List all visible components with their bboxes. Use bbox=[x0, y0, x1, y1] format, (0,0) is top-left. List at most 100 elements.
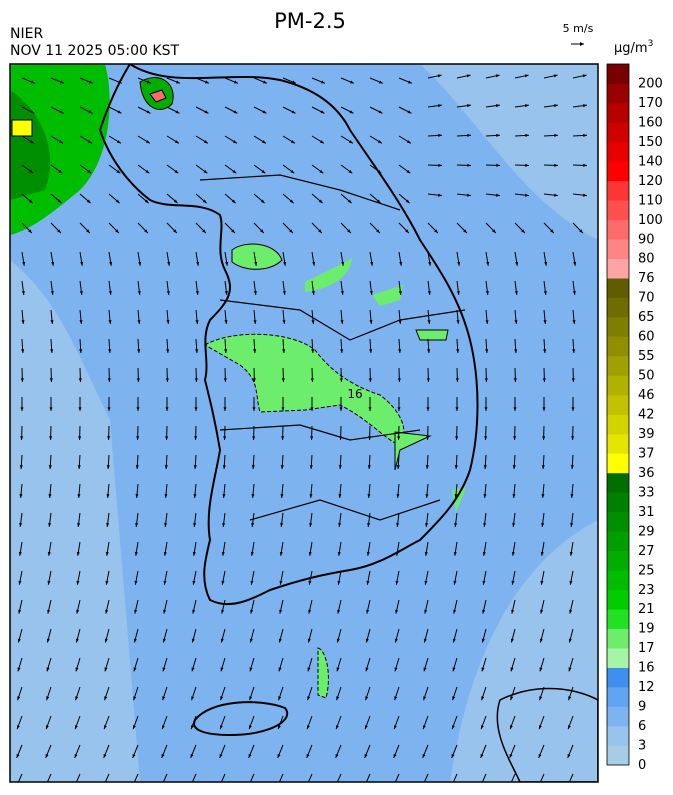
wind-arrowhead bbox=[339, 436, 343, 440]
wind-arrowhead bbox=[19, 465, 23, 469]
high-zone bbox=[394, 431, 432, 471]
wind-arrowhead bbox=[525, 193, 529, 197]
wind-arrowhead bbox=[219, 725, 223, 730]
wind-arrowhead bbox=[540, 609, 544, 614]
wind-arrowhead bbox=[115, 229, 119, 233]
wind-arrowhead bbox=[49, 436, 53, 440]
wind-arrowhead bbox=[232, 140, 237, 144]
wind-arrowhead bbox=[195, 291, 199, 295]
wind-arrowhead bbox=[281, 407, 285, 411]
wind-arrowhead bbox=[306, 725, 310, 730]
wind-arrowhead bbox=[231, 229, 235, 233]
wind-arrowhead bbox=[254, 261, 258, 266]
wind-arrowhead bbox=[253, 291, 257, 295]
wind-arrowhead bbox=[312, 261, 316, 266]
colorbar-swatch bbox=[607, 726, 629, 746]
wind-arrowhead bbox=[538, 725, 542, 730]
wind-arrowhead bbox=[539, 667, 543, 672]
wind-arrowhead bbox=[48, 465, 52, 469]
wind-arrowhead bbox=[79, 349, 83, 353]
wind-arrowhead bbox=[174, 140, 179, 144]
island bbox=[193, 701, 288, 737]
wind-arrowhead bbox=[394, 638, 398, 643]
wind-arrowhead bbox=[106, 523, 110, 527]
wind-arrowhead bbox=[74, 783, 77, 787]
wind-arrowhead bbox=[573, 261, 577, 266]
wind-arrowhead bbox=[542, 407, 546, 411]
wind-arrowhead bbox=[250, 609, 254, 614]
wind-arrowhead bbox=[572, 320, 576, 324]
wind-arrowhead bbox=[17, 696, 21, 701]
wind-arrowhead bbox=[454, 465, 458, 469]
wind-arrowhead bbox=[20, 378, 24, 382]
wind-arrowhead bbox=[163, 551, 167, 556]
wind-arrowhead bbox=[103, 725, 107, 730]
wind-arrowhead bbox=[310, 378, 314, 382]
wind-arrowhead bbox=[486, 261, 490, 266]
wind-arrowhead bbox=[553, 74, 558, 78]
wind-arrowhead bbox=[162, 667, 166, 672]
wind-arrowhead bbox=[320, 80, 325, 84]
wind-arrowhead bbox=[18, 551, 22, 556]
wind-arrowhead bbox=[277, 783, 280, 787]
wind-arrowhead bbox=[221, 551, 225, 556]
wind-arrowhead bbox=[367, 523, 371, 527]
wind-arrowhead bbox=[220, 696, 224, 701]
wind-arrowhead bbox=[203, 140, 208, 144]
wind-arrowhead bbox=[162, 696, 166, 701]
wind-arrowhead bbox=[306, 753, 310, 758]
colorbar-swatch bbox=[607, 122, 629, 143]
colorbar-swatch bbox=[607, 395, 629, 415]
wind-arrowhead bbox=[512, 494, 516, 498]
wind-arrowhead bbox=[512, 523, 516, 527]
wind-arrow bbox=[75, 773, 81, 782]
wind-arrowhead bbox=[467, 133, 471, 138]
wind-arrowhead bbox=[46, 667, 50, 672]
wind-arrowhead bbox=[133, 696, 137, 701]
wind-arrowhead bbox=[136, 407, 140, 411]
wind-arrowhead bbox=[174, 169, 179, 174]
wind-arrowhead bbox=[219, 753, 223, 758]
wind-arrowhead bbox=[525, 163, 529, 167]
wind-arrowhead bbox=[369, 320, 373, 324]
wind-arrowhead bbox=[251, 465, 255, 469]
wind-arrowhead bbox=[437, 74, 442, 78]
wind-arrowhead bbox=[365, 638, 369, 643]
colorbar-label: 37 bbox=[638, 446, 655, 461]
wind-arrowhead bbox=[248, 783, 251, 787]
colorbar-swatch bbox=[607, 180, 629, 201]
wind-arrowhead bbox=[378, 80, 383, 84]
colorbar-label: 16 bbox=[638, 661, 655, 676]
wind-arrowhead bbox=[196, 261, 200, 266]
wind-arrowhead bbox=[567, 753, 571, 758]
wind-arrowhead bbox=[165, 436, 169, 440]
wind-arrowhead bbox=[335, 783, 338, 787]
wind-arrowhead bbox=[467, 193, 471, 197]
unit-base: µg/m bbox=[614, 41, 648, 56]
wind-arrowhead bbox=[541, 465, 545, 469]
wind-arrowhead bbox=[45, 753, 49, 758]
wind-arrowhead bbox=[339, 378, 343, 382]
wind-arrowhead bbox=[426, 378, 430, 382]
wind-arrowhead bbox=[340, 291, 344, 295]
wind-arrowhead bbox=[107, 378, 111, 382]
wind-arrowhead bbox=[349, 80, 354, 84]
colorbar-swatch bbox=[607, 83, 629, 104]
wind-arrow bbox=[510, 773, 516, 782]
wind-arrowhead bbox=[364, 753, 368, 758]
wind-arrowhead bbox=[47, 609, 51, 614]
wind-arrowhead bbox=[438, 104, 442, 108]
wind-arrowhead bbox=[550, 229, 554, 233]
wind-arrowhead bbox=[290, 169, 295, 174]
wind-arrowhead bbox=[22, 261, 26, 266]
wind-arrowhead bbox=[407, 110, 412, 114]
colorbar-label: 0 bbox=[638, 758, 646, 773]
colorbar-swatch bbox=[607, 161, 629, 182]
wind-arrowhead bbox=[161, 753, 165, 758]
wind-arrowhead bbox=[260, 229, 264, 233]
wind-arrowhead bbox=[340, 349, 344, 353]
wind-arrowhead bbox=[583, 133, 587, 138]
wind-arrowhead bbox=[74, 753, 78, 758]
wind-arrowhead bbox=[166, 349, 170, 353]
